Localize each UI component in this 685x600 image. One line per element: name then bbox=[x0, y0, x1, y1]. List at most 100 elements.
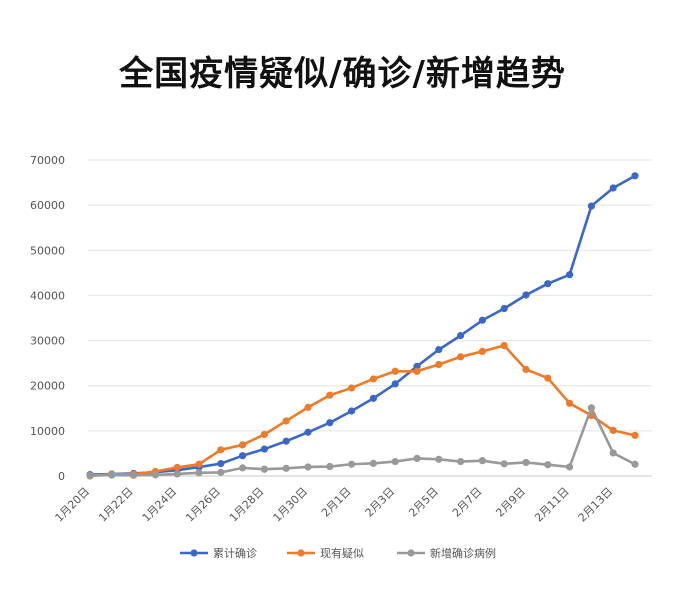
data-point bbox=[435, 455, 443, 463]
series-line bbox=[89, 344, 636, 478]
series-新增确诊病例 bbox=[86, 404, 639, 480]
data-point bbox=[282, 464, 290, 472]
data-point bbox=[326, 419, 334, 427]
data-point bbox=[369, 375, 377, 383]
legend-item: 现有疑似 bbox=[287, 546, 364, 560]
data-point bbox=[239, 464, 247, 472]
data-point bbox=[391, 367, 399, 375]
x-tick-label: 1月24日 bbox=[140, 485, 180, 525]
data-point bbox=[348, 384, 356, 392]
data-point bbox=[544, 374, 552, 382]
data-point bbox=[304, 428, 312, 436]
data-point bbox=[413, 362, 421, 370]
y-tick-label: 70000 bbox=[30, 154, 65, 167]
legend-item: 新增确诊病例 bbox=[397, 546, 496, 560]
y-tick-label: 50000 bbox=[30, 244, 65, 257]
x-tick-label: 1月28日 bbox=[227, 485, 267, 525]
legend-swatch-marker bbox=[407, 549, 415, 557]
x-tick-label: 2月1日 bbox=[319, 485, 354, 520]
data-point bbox=[151, 471, 159, 479]
data-point bbox=[566, 399, 574, 407]
y-tick-label: 60000 bbox=[30, 199, 65, 212]
data-point bbox=[413, 367, 421, 375]
data-point bbox=[522, 291, 530, 299]
data-point bbox=[282, 437, 290, 445]
data-point bbox=[413, 454, 421, 462]
data-point bbox=[195, 460, 203, 468]
x-tick-label: 2月13日 bbox=[576, 485, 616, 525]
data-point bbox=[478, 316, 486, 324]
x-tick-label: 1月22日 bbox=[96, 485, 136, 525]
data-point bbox=[457, 353, 465, 361]
data-point bbox=[86, 471, 94, 480]
y-tick-label: 20000 bbox=[30, 380, 65, 393]
x-tick-label: 2月5日 bbox=[406, 485, 441, 520]
data-point bbox=[435, 346, 443, 354]
series-layer bbox=[86, 172, 639, 480]
legend-label: 新增确诊病例 bbox=[430, 546, 496, 560]
data-point bbox=[173, 463, 181, 472]
data-point bbox=[566, 271, 574, 279]
data-point bbox=[500, 304, 508, 313]
data-point bbox=[326, 462, 334, 471]
grid-lines bbox=[88, 159, 652, 477]
data-point bbox=[391, 380, 399, 388]
data-point bbox=[631, 431, 639, 439]
data-point bbox=[173, 470, 181, 478]
y-tick-label: 40000 bbox=[30, 289, 65, 302]
data-point bbox=[260, 430, 268, 439]
data-point bbox=[587, 202, 596, 210]
data-point bbox=[566, 463, 574, 471]
data-point bbox=[348, 460, 356, 468]
data-point bbox=[500, 460, 508, 468]
chart-title: 全国疫情疑似/确诊/新增趋势 bbox=[119, 54, 566, 94]
series-line bbox=[89, 406, 636, 477]
series-累计确诊 bbox=[86, 172, 639, 479]
data-point bbox=[195, 469, 203, 477]
data-point bbox=[217, 446, 225, 454]
data-point bbox=[609, 184, 617, 192]
data-point bbox=[260, 465, 268, 473]
data-point bbox=[391, 457, 399, 466]
data-point bbox=[609, 449, 617, 457]
x-tick-label: 2月9日 bbox=[493, 485, 528, 520]
data-point bbox=[457, 457, 465, 466]
data-point bbox=[478, 347, 486, 356]
data-point bbox=[457, 332, 465, 340]
data-point bbox=[304, 403, 312, 411]
x-tick-label: 1月30日 bbox=[271, 485, 311, 525]
data-point bbox=[326, 391, 334, 399]
data-point bbox=[435, 360, 443, 369]
x-tick-label: 2月11日 bbox=[532, 485, 572, 525]
y-tick-label: 10000 bbox=[30, 425, 65, 438]
x-tick-label: 2月7日 bbox=[450, 485, 485, 520]
x-tick-label: 1月26日 bbox=[183, 485, 223, 525]
y-tick-label: 0 bbox=[58, 470, 65, 483]
data-point bbox=[260, 445, 268, 453]
data-point bbox=[217, 468, 225, 476]
data-point bbox=[609, 426, 617, 435]
series-line bbox=[89, 174, 636, 476]
y-tick-label: 30000 bbox=[30, 335, 65, 348]
data-point bbox=[239, 441, 247, 449]
legend: 累计确诊 现有疑似 新增确诊病例 bbox=[180, 546, 496, 560]
legend-label: 现有疑似 bbox=[320, 546, 364, 560]
data-point bbox=[544, 280, 552, 288]
data-point bbox=[304, 463, 312, 471]
data-point bbox=[478, 457, 486, 465]
data-point bbox=[348, 407, 356, 415]
y-axis-ticks: 0 10000 20000 30000 40000 50000 60000 70000 bbox=[30, 154, 65, 483]
data-point bbox=[522, 365, 530, 374]
x-tick-label: 2月3日 bbox=[363, 485, 398, 520]
legend-swatch-marker bbox=[190, 549, 198, 557]
data-point bbox=[282, 417, 290, 425]
legend-swatch-marker bbox=[297, 549, 305, 557]
data-point bbox=[369, 459, 377, 467]
data-point bbox=[631, 172, 639, 180]
series-现有疑似 bbox=[86, 341, 639, 480]
data-point bbox=[217, 460, 225, 468]
data-point bbox=[544, 461, 552, 469]
data-point bbox=[587, 404, 596, 412]
data-point bbox=[522, 458, 530, 467]
